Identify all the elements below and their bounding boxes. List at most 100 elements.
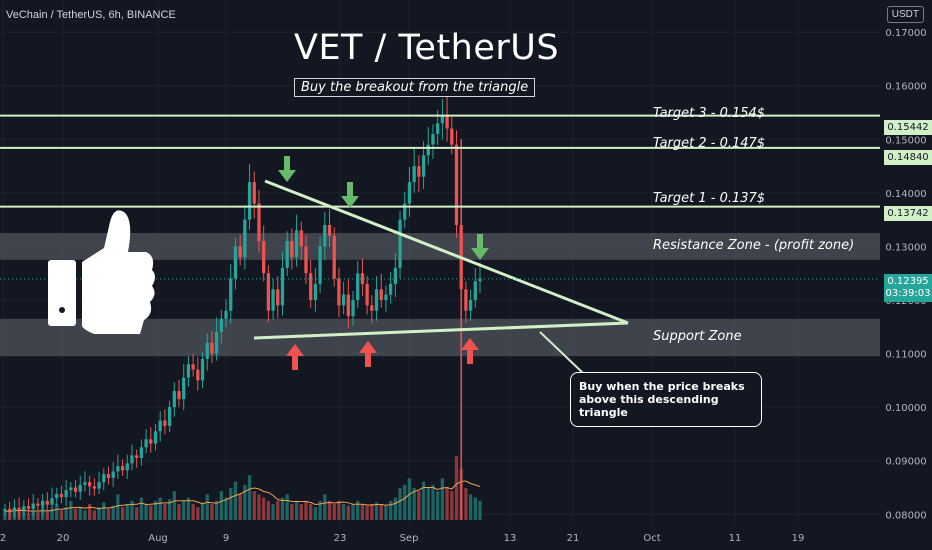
- candle-body: [12, 507, 17, 512]
- volume-bar: [276, 500, 280, 520]
- candle-body: [290, 241, 294, 258]
- volume-bar: [478, 500, 482, 520]
- support-zone: [0, 318, 880, 357]
- volume-bar: [205, 494, 209, 520]
- candle-body: [262, 241, 266, 274]
- arrow-down-icon: [341, 182, 359, 208]
- volume-bar: [327, 500, 332, 520]
- candle-body: [167, 407, 172, 426]
- candle-body: [158, 420, 162, 432]
- y-tick-label: 0.08000: [885, 510, 926, 521]
- target-1-label: Target 1 - 0.137$: [653, 191, 766, 206]
- volume-bar: [36, 512, 40, 520]
- candle-body: [116, 466, 120, 472]
- symbol-label[interactable]: VeChain / TetherUS, 6h, BINANCE: [6, 9, 176, 21]
- candle-body: [78, 484, 82, 492]
- last-price-value: 0.12395: [887, 276, 929, 287]
- volume-bar: [440, 478, 445, 520]
- volume-bar: [285, 494, 289, 520]
- volume-bar: [144, 504, 148, 520]
- volume-bar: [318, 500, 322, 520]
- x-tick-label: Aug: [148, 533, 168, 544]
- candle-body: [214, 332, 219, 354]
- candle-body: [436, 123, 440, 134]
- x-tick-label: 23: [334, 533, 347, 544]
- volume-bar: [200, 502, 205, 520]
- target-3-price-tag: 0.15442: [884, 120, 932, 135]
- volume-bar: [346, 505, 350, 520]
- candle-body: [120, 466, 125, 471]
- candle-body: [393, 267, 397, 284]
- y-tick-label: 0.16000: [885, 82, 926, 93]
- volume-bar: [45, 510, 49, 520]
- candle-body: [238, 246, 242, 258]
- candle-body: [22, 506, 26, 510]
- volume-bar: [360, 504, 365, 520]
- candle-body: [327, 225, 332, 236]
- volume-bar: [473, 497, 477, 520]
- volume-bar: [412, 488, 416, 520]
- candle-body: [318, 246, 322, 284]
- candle-body: [182, 377, 186, 400]
- volume-ma-line: [4, 480, 481, 513]
- target-1-price-tag: 0.13742: [884, 206, 932, 221]
- volume-bar: [182, 500, 186, 520]
- volume-bar: [83, 510, 87, 520]
- candle-body: [412, 166, 416, 183]
- candle-body: [304, 246, 308, 274]
- candle-body: [172, 391, 176, 408]
- volume-bar: [224, 497, 228, 520]
- candle-body: [200, 358, 205, 381]
- volume-bar: [186, 497, 191, 520]
- volume-bar: [356, 500, 360, 520]
- volume-bar: [219, 491, 223, 520]
- x-tick-label: 2: [0, 533, 6, 544]
- arrow-up-icon: [461, 338, 479, 364]
- volume-bar: [464, 488, 468, 520]
- target-levels: [0, 114, 880, 208]
- candle-body: [177, 391, 181, 400]
- x-tick-label: 11: [729, 533, 742, 544]
- volume-bar: [299, 504, 303, 520]
- volume-bar: [445, 488, 449, 520]
- candle-body: [233, 246, 238, 279]
- candle-body: [478, 278, 482, 282]
- candle-body: [309, 273, 313, 300]
- volume-bar: [26, 513, 31, 520]
- volume-bar: [149, 505, 153, 520]
- callout-line-2: above this descending triangle: [579, 393, 719, 419]
- candle-body: [17, 507, 21, 510]
- currency-button[interactable]: USDT: [886, 6, 924, 23]
- candle-body: [31, 503, 35, 509]
- candle-body: [130, 455, 134, 464]
- volume-bar: [351, 504, 355, 520]
- volume-bar: [163, 504, 167, 520]
- volume-bar: [88, 504, 92, 520]
- candle-body: [445, 115, 449, 129]
- candle-body: [473, 281, 477, 300]
- last-price-tag: 0.12395 03:39:03: [884, 274, 932, 302]
- candle-body: [191, 364, 195, 370]
- candle-body: [276, 289, 280, 306]
- support-trendline: [253, 321, 629, 340]
- volume-bar: [125, 504, 129, 520]
- candle-body: [106, 474, 111, 478]
- candle-body: [421, 155, 426, 177]
- volume-bar: [417, 491, 421, 520]
- candle-body: [243, 219, 247, 258]
- candle-body: [36, 503, 40, 506]
- arrow-down-icon: [278, 156, 296, 182]
- candle-body: [210, 342, 214, 354]
- candle-body: [365, 283, 369, 306]
- volume-bar: [92, 510, 97, 520]
- candle-body: [384, 294, 388, 300]
- volume-bar: [50, 508, 54, 520]
- candle-body: [417, 166, 421, 177]
- candle-body: [83, 482, 87, 485]
- candle-body: [313, 283, 318, 300]
- volume-bar: [106, 508, 111, 520]
- volume-bar: [229, 488, 233, 520]
- volume-bar: [243, 484, 247, 520]
- candle-body: [285, 241, 289, 268]
